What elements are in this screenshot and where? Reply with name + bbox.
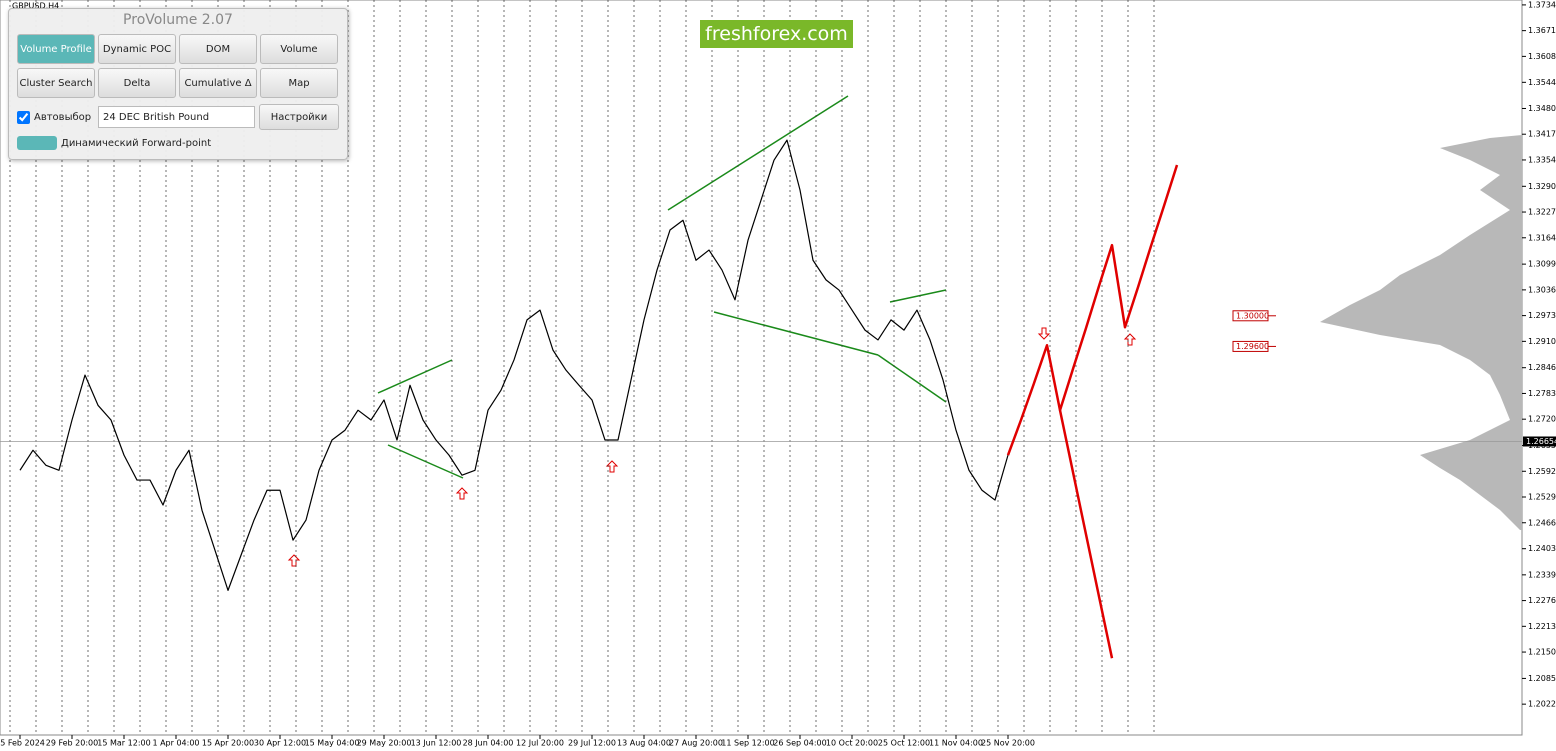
y-tick-label: 1.27200 — [1528, 415, 1556, 424]
y-tick-label: 1.32270 — [1528, 208, 1556, 217]
y-tick-label: 1.29105 — [1528, 337, 1556, 346]
y-tick-label: 1.37340 — [1528, 0, 1556, 9]
x-tick-label: 11 Sep 12:00 — [721, 739, 774, 748]
x-tick-label: 12 Jul 20:00 — [516, 739, 564, 748]
y-tick-label: 1.20225 — [1528, 700, 1556, 709]
y-tick-label: 1.29735 — [1528, 311, 1556, 320]
x-tick-label: 11 Nov 04:00 — [929, 739, 983, 748]
y-tick-label: 1.22130 — [1528, 622, 1556, 631]
y-tick-label: 1.36710 — [1528, 26, 1556, 35]
instrument-select[interactable]: 24 DEC British Pound — [98, 106, 255, 128]
y-tick-label: 1.28460 — [1528, 363, 1556, 372]
instrument-row: Автовыбор 24 DEC British Pound Настройки — [17, 104, 347, 130]
x-tick-label: 25 Nov 20:00 — [981, 739, 1035, 748]
y-tick-label: 1.32900 — [1528, 182, 1556, 191]
price-line — [1058, 409, 1114, 659]
x-tick-label: 26 Sep 04:00 — [773, 739, 826, 748]
x-tick-label: 13 Jun 12:00 — [411, 739, 462, 748]
y-tick-label: 1.20855 — [1528, 674, 1556, 683]
x-tick-label: 27 Aug 20:00 — [669, 739, 723, 748]
watermark: freshforex.com — [700, 20, 853, 48]
panel-button[interactable]: Map — [260, 68, 338, 98]
y-tick-label: 1.27830 — [1528, 389, 1556, 398]
y-tick-label: 1.35445 — [1528, 78, 1556, 87]
y-tick-label: 1.25295 — [1528, 493, 1556, 502]
x-tick-label: 29 Jul 12:00 — [568, 739, 616, 748]
y-tick-label: 1.21500 — [1528, 648, 1556, 657]
volume-profile — [1320, 135, 1522, 530]
x-tick-label: 15 Mar 12:00 — [97, 739, 150, 748]
trend-lines — [377, 95, 947, 479]
autoselect-label: Автовыбор — [34, 111, 92, 123]
forward-toggle[interactable] — [17, 136, 57, 150]
level-label: 1.30000 — [1236, 311, 1269, 320]
forward-label: Динамический Forward-point — [61, 137, 212, 149]
current-price-box — [1523, 436, 1556, 447]
x-tick-label: 29 Feb 20:00 — [46, 739, 98, 748]
autoselect-checkbox[interactable] — [17, 110, 30, 124]
x-tick-label: 10 Oct 20:00 — [826, 739, 878, 748]
panel-button[interactable]: Volume — [260, 34, 338, 64]
y-tick-label: 1.24030 — [1528, 544, 1556, 553]
panel-button[interactable]: Cluster Search — [17, 68, 95, 98]
y-tick-label: 1.31640 — [1528, 233, 1556, 242]
y-tick-label: 1.30995 — [1528, 260, 1556, 269]
x-tick-label: 15 May 04:00 — [305, 739, 360, 748]
settings-button[interactable]: Настройки — [259, 104, 339, 130]
symbol-label: GBPUSD,H4 — [12, 2, 59, 11]
y-tick-label: 1.22760 — [1528, 596, 1556, 605]
x-tick-label: 1 Apr 04:00 — [152, 739, 199, 748]
y-tick-label: 1.34175 — [1528, 130, 1556, 139]
x-tick-label: 29 May 20:00 — [357, 739, 412, 748]
y-tick-label: 1.30365 — [1528, 285, 1556, 294]
y-tick-label: 1.36080 — [1528, 52, 1556, 61]
y-tick-label: 1.25925 — [1528, 467, 1556, 476]
y-tick-label: 1.24665 — [1528, 518, 1556, 527]
current-price-label: 1.26654 — [1526, 437, 1556, 446]
y-tick-label: 1.33545 — [1528, 155, 1556, 164]
panel-button[interactable]: Delta — [98, 68, 176, 98]
x-tick-label: 15 Apr 20:00 — [202, 739, 254, 748]
x-tick-label: 30 Apr 12:00 — [254, 739, 306, 748]
panel-title: ProVolume 2.07 — [123, 12, 233, 28]
forward-row: Динамический Forward-point — [17, 136, 347, 150]
y-tick-label: 1.34805 — [1528, 104, 1556, 113]
panel-button[interactable]: Cumulative Δ — [179, 68, 257, 98]
panel-button[interactable]: Dynamic POC — [98, 34, 176, 64]
x-tick-label: 13 Aug 04:00 — [617, 739, 671, 748]
price-line — [19, 139, 1009, 591]
panel-button[interactable]: DOM — [179, 34, 257, 64]
provolume-panel: ProVolume 2.07 Volume Profile Dynamic POC… — [8, 8, 348, 160]
x-tick-label: 25 Oct 12:00 — [878, 739, 930, 748]
x-tick-label: 15 Feb 2024 — [0, 739, 45, 748]
x-tick-label: 28 Jun 04:00 — [463, 739, 514, 748]
button-grid: Volume Profile Dynamic POC DOM Volume Cluste… — [17, 34, 347, 98]
y-tick-label: 1.23390 — [1528, 570, 1556, 579]
price-line — [1006, 164, 1179, 456]
panel-button[interactable]: Volume Profile — [17, 34, 95, 64]
level-label: 1.29600 — [1236, 342, 1269, 351]
